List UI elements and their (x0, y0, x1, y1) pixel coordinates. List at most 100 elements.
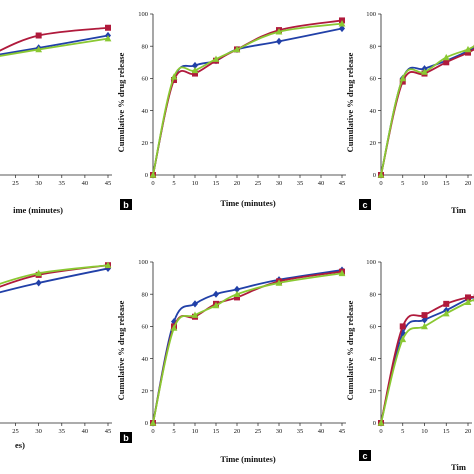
y-tick-label: 20 (142, 140, 149, 147)
x-tick-label: 10 (421, 180, 428, 187)
data-point-blue (421, 316, 428, 324)
x-tick-label: 10 (421, 428, 428, 435)
data-point-green (212, 55, 220, 62)
data-point-green (399, 335, 407, 343)
x-tick-label: 15 (443, 180, 450, 187)
x-axis-label: ime (minutes) (13, 205, 63, 215)
x-tick-label: 0 (151, 180, 154, 187)
x-tick-label: 30 (35, 180, 42, 187)
chart-top-middle: 0 5 10 15 20 25 30 35 40 45 0 20 40 60 80 100 Cumulative… (116, 11, 346, 210)
y-tick-label: 40 (370, 108, 377, 115)
y-tick-label: 100 (138, 11, 148, 18)
data-point-green (399, 74, 407, 82)
y-tick-label: 80 (370, 291, 377, 298)
x-tick-label: 20 (234, 180, 241, 187)
y-tick-label: 60 (370, 76, 377, 83)
x-axis-label: es) (15, 440, 25, 450)
data-point-green (191, 66, 199, 74)
x-tick-label: 0 (151, 428, 154, 435)
data-point-green (191, 311, 199, 318)
x-tick-label: 25 (255, 180, 262, 187)
data-point-green (149, 419, 157, 426)
x-tick-label: 35 (297, 180, 304, 187)
y-tick-label: 0 (145, 420, 148, 427)
data-point-red (399, 78, 406, 85)
x-tick-label: 45 (105, 428, 112, 435)
panel-label: b (123, 200, 129, 210)
x-tick-label: 30 (276, 428, 283, 435)
x-axis-label: Time (minutes) (220, 198, 275, 208)
y-tick-label: 80 (142, 291, 149, 298)
data-point-green (442, 309, 450, 317)
y-tick-label: 60 (370, 324, 377, 331)
x-tick-label: 5 (401, 180, 404, 187)
data-point-red (421, 312, 428, 319)
y-tick-label: 80 (370, 43, 377, 50)
series-line-green (0, 37, 109, 57)
panel-label-box (120, 432, 132, 443)
y-tick-label: 40 (370, 356, 377, 363)
y-tick-label: 20 (370, 388, 377, 395)
x-tick-label: 5 (172, 428, 175, 435)
y-tick-label: 40 (142, 356, 149, 363)
y-tick-label: 20 (370, 140, 377, 147)
data-point-blue (234, 285, 240, 293)
data-point-green (104, 261, 112, 269)
data-point-red (465, 294, 471, 301)
data-point-green (170, 324, 178, 331)
series-line-red (152, 270, 343, 424)
y-tick-label: 80 (142, 43, 149, 50)
panel-label: c (362, 200, 367, 210)
x-tick-label: 5 (172, 180, 175, 187)
panel-label-box (120, 199, 132, 210)
data-point-green (35, 269, 43, 277)
x-tick-label: 45 (339, 180, 346, 187)
x-axis-label: Tim (451, 462, 466, 472)
data-point-green (275, 28, 283, 35)
data-point-blue (192, 61, 198, 70)
data-point-green (338, 20, 346, 27)
x-tick-label: 20 (465, 180, 472, 187)
data-point-blue (213, 290, 219, 298)
y-axis-label: Cumulative % drug release (345, 300, 355, 400)
data-point-green (377, 171, 385, 178)
data-point-red (171, 77, 177, 84)
x-axis-label: Tim (451, 205, 466, 215)
data-point-green (421, 322, 428, 330)
chart-top-right: 0 5 10 15 20 0 20 40 60 80 100 Cumulative % drug re… (345, 11, 474, 215)
y-axis-label: Cumulative % drug release (345, 52, 355, 152)
data-point-red (234, 294, 240, 301)
series-line-green (0, 264, 109, 285)
data-point-blue (35, 279, 42, 287)
x-tick-label: 35 (59, 428, 66, 435)
data-point-red (105, 24, 111, 31)
chart-panels: 25 30 35 40 45 ime (minutes) 0 5 10 15 20 25 30 35 40 4… (0, 11, 474, 472)
x-tick-label: 40 (318, 180, 325, 187)
x-tick-label: 25 (12, 428, 19, 435)
data-point-green (377, 419, 385, 426)
chart-bottom-middle: 0 5 10 15 20 25 30 35 40 45 0 20 40 60 80 100 Cumulative… (116, 259, 346, 464)
chart-bottom-right: 0 5 10 15 20 0 20 40 60 80 100 Cumulative % drug re… (345, 259, 474, 472)
series-line-green (152, 272, 343, 424)
y-tick-label: 40 (142, 108, 149, 115)
data-point-green (233, 290, 241, 297)
data-point-red (443, 300, 450, 307)
x-tick-label: 40 (318, 428, 325, 435)
x-axis-label: Time (minutes) (220, 454, 275, 464)
y-tick-label: 100 (138, 259, 148, 266)
series-line-red (0, 264, 109, 288)
y-tick-label: 0 (145, 172, 148, 179)
panel-label-box (359, 199, 371, 210)
y-axis-label: Cumulative % drug release (116, 52, 126, 152)
x-tick-label: 25 (255, 428, 262, 435)
panel-label-box (359, 450, 371, 461)
data-point-green (464, 298, 472, 306)
data-point-green (421, 68, 428, 75)
data-point-green (233, 45, 241, 53)
data-point-blue (399, 329, 406, 337)
data-point-green (212, 301, 220, 309)
x-tick-label: 45 (105, 180, 112, 187)
x-tick-label: 30 (276, 180, 283, 187)
chart-top-left: 25 30 35 40 45 ime (minutes) (0, 24, 112, 215)
series-line-green (380, 45, 474, 176)
